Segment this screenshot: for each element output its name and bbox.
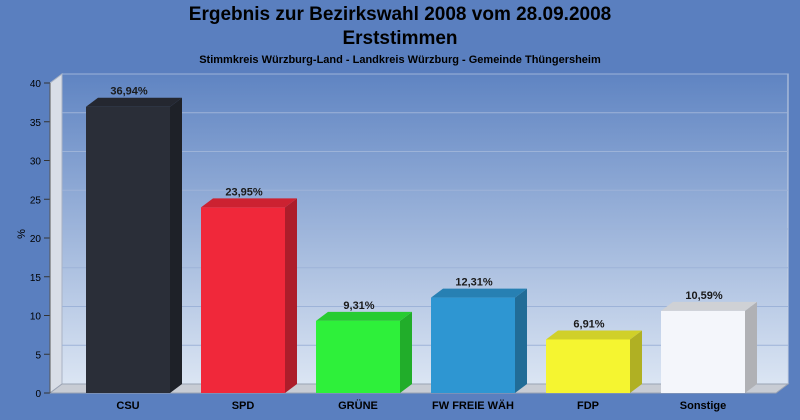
x-tick-label: FDP — [577, 400, 599, 412]
x-tick-label: SPD — [232, 400, 255, 412]
y-tick-label: 35 — [30, 118, 42, 129]
left-wall — [49, 73, 63, 394]
y-tick-label: 0 — [35, 389, 41, 400]
bar-fdp: 6,91% FDP — [546, 318, 642, 412]
bar-side — [515, 288, 527, 393]
data-label: 6,91% — [573, 318, 604, 330]
bar-side — [400, 311, 412, 393]
bar-front — [316, 320, 400, 393]
chart-title-line-2: Erststimmen — [342, 28, 458, 49]
bar-top — [316, 311, 412, 321]
data-label: 10,59% — [685, 290, 723, 302]
x-tick-label: Sonstige — [680, 400, 726, 412]
bar-side — [745, 301, 757, 393]
bar-side — [285, 198, 297, 393]
bar-front — [661, 310, 745, 393]
bar-sonstige: 10,59% Sonstige — [661, 290, 757, 412]
y-tick-label: 5 — [35, 350, 41, 361]
bar-spd: 23,95% SPD — [201, 186, 297, 412]
x-tick-label: FW FREIE WÄH — [432, 399, 514, 412]
bar-side — [630, 330, 642, 393]
bar-top — [546, 330, 642, 340]
y-axis-label: % — [16, 229, 28, 239]
bar-gr-ne: 9,31% GRÜNE — [316, 300, 412, 412]
bar-top — [431, 288, 527, 298]
bar-front — [431, 297, 515, 393]
y-tick-label: 20 — [30, 234, 42, 245]
x-tick-label: GRÜNE — [338, 399, 378, 412]
y-tick-label: 40 — [30, 79, 42, 90]
bar-top — [86, 97, 182, 107]
bar-side — [170, 97, 182, 393]
chart-subtitle: Stimmkreis Würzburg-Land - Landkreis Wür… — [199, 54, 601, 66]
y-tick-label: 10 — [30, 312, 42, 323]
data-label: 12,31% — [455, 277, 493, 289]
y-tick-label: 25 — [30, 195, 42, 206]
bar-front — [201, 207, 285, 393]
bar-front — [546, 339, 630, 393]
data-label: 36,94% — [110, 86, 148, 98]
data-label: 23,95% — [225, 186, 263, 198]
bar-top — [201, 198, 297, 208]
bar-fw-freie-w-h: 12,31% FW FREIE WÄH — [431, 277, 527, 412]
bar-front — [86, 106, 170, 393]
x-tick-label: CSU — [116, 400, 139, 412]
chart-title: Ergebnis zur Bezirkswahl 2008 vom 28.09.… — [188, 4, 612, 25]
y-tick-label: 15 — [30, 273, 42, 284]
data-label: 9,31% — [343, 300, 374, 312]
y-tick-label: 30 — [30, 157, 42, 168]
bar-csu: 36,94% CSU — [86, 86, 182, 412]
bar-top — [661, 301, 757, 311]
